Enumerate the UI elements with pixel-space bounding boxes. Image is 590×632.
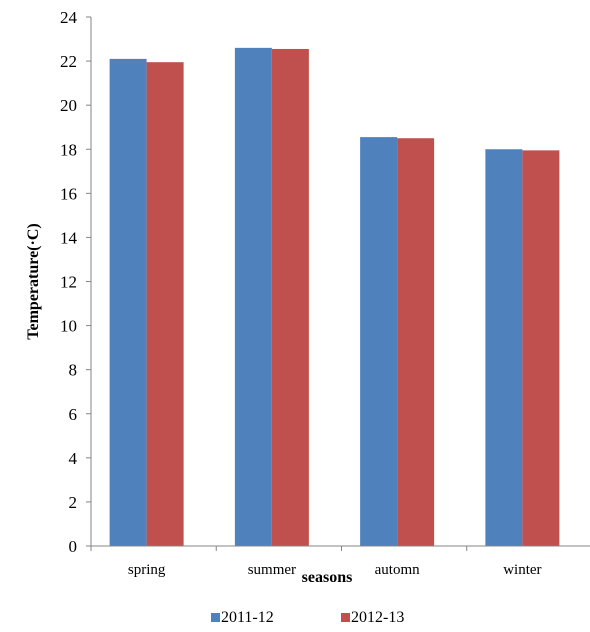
bar-2011-12-automn <box>360 137 398 547</box>
y-axis-title: Temperature(·C) <box>25 223 42 339</box>
x-tick-label: spring <box>128 562 166 578</box>
bar-2011-12-winter <box>485 149 523 546</box>
legend-swatch-2011-12 <box>211 613 220 622</box>
legend-label-2011-12: 2011-12 <box>221 609 274 626</box>
bar-2012-13-winter <box>522 150 560 546</box>
y-tick-label: 2 <box>69 493 78 512</box>
bar-2011-12-summer <box>234 47 272 546</box>
y-tick-label: 4 <box>69 449 78 468</box>
y-tick-label: 18 <box>60 140 77 159</box>
x-tick-label: winter <box>503 562 541 578</box>
y-tick-label: 16 <box>60 184 77 203</box>
bar-2012-13-automn <box>397 138 435 546</box>
legend-label-2012-13: 2012-13 <box>351 609 404 626</box>
y-tick-label: 6 <box>69 405 78 424</box>
bar-2012-13-summer <box>271 48 309 546</box>
bar-2012-13-spring <box>146 62 184 546</box>
y-tick-label: 10 <box>60 317 77 336</box>
bars <box>109 47 560 547</box>
y-tick-label: 14 <box>60 228 78 247</box>
legend: 2011-12 2012-13 <box>211 609 404 626</box>
y-tick-label: 22 <box>60 52 77 71</box>
y-tick-label: 20 <box>60 96 77 115</box>
x-axis-title: seasons <box>302 569 353 586</box>
x-tick-label: automn <box>375 562 420 578</box>
legend-swatch-2012-13 <box>341 613 350 622</box>
y-tick-label: 12 <box>60 273 77 292</box>
y-tick-label: 8 <box>69 361 78 380</box>
category-labels: spring summer automn winter <box>90 546 542 578</box>
bar-2011-12-spring <box>109 58 147 547</box>
y-tick-label: 24 <box>60 8 78 27</box>
y-tick-label: 0 <box>69 537 78 556</box>
x-tick-label: summer <box>248 562 296 578</box>
